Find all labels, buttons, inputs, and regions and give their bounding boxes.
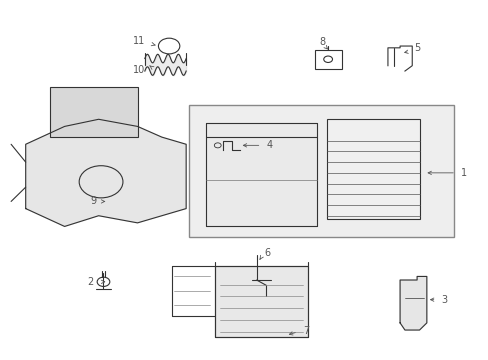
Text: 3: 3	[441, 295, 447, 305]
Text: 7: 7	[302, 326, 308, 336]
Text: 2: 2	[87, 277, 94, 287]
Polygon shape	[26, 119, 186, 226]
Text: 11: 11	[132, 36, 144, 46]
Bar	[50, 87, 137, 137]
Text: 8: 8	[319, 37, 325, 48]
Bar	[314, 50, 341, 69]
Bar	[215, 266, 307, 337]
Text: 6: 6	[264, 248, 269, 258]
Text: 4: 4	[266, 140, 272, 150]
Text: 10: 10	[132, 65, 144, 75]
Bar	[326, 119, 419, 219]
Text: 5: 5	[413, 43, 419, 53]
Polygon shape	[205, 123, 317, 226]
Bar	[188, 105, 453, 237]
Text: 1: 1	[460, 168, 466, 178]
Polygon shape	[399, 276, 426, 330]
Text: 9: 9	[90, 197, 96, 206]
